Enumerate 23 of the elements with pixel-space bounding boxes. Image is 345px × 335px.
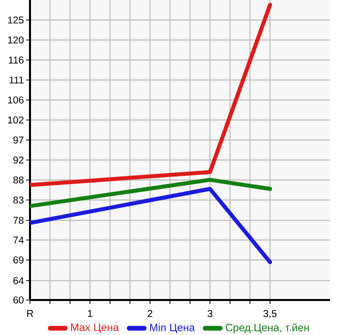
x-tick-label: R bbox=[27, 310, 34, 317]
legend-label: Min Цена bbox=[150, 323, 195, 334]
y-tick-label: 92 bbox=[13, 156, 24, 164]
y-tick-label: 125 bbox=[8, 16, 24, 24]
y-tick-label: 78 bbox=[13, 216, 24, 224]
x-tick-label: 3 bbox=[208, 310, 212, 318]
y-tick-label: 106 bbox=[8, 96, 24, 104]
y-tick-label: 102 bbox=[8, 116, 24, 124]
y-tick-label: 83 bbox=[13, 196, 24, 204]
x-tick-label: 2 bbox=[148, 310, 152, 317]
y-tick-label: 60 bbox=[13, 296, 24, 304]
y-tick-label: 74 bbox=[13, 236, 24, 244]
y-tick-label: 64 bbox=[13, 277, 24, 284]
y-tick-label: 120 bbox=[8, 36, 24, 44]
y-tick-label: 116 bbox=[8, 56, 24, 64]
x-tick-label: 3,5 bbox=[263, 310, 277, 318]
y-tick-label: 111 bbox=[10, 76, 24, 84]
y-tick-label: 97 bbox=[13, 136, 24, 144]
y-tick-label: 69 bbox=[13, 256, 24, 264]
legend-label: Сред.Цена, т.йен bbox=[226, 323, 309, 334]
y-tick-label: 88 bbox=[13, 176, 24, 184]
x-tick-label: 1 bbox=[88, 310, 92, 317]
legend-label: Max Цена bbox=[71, 324, 119, 334]
